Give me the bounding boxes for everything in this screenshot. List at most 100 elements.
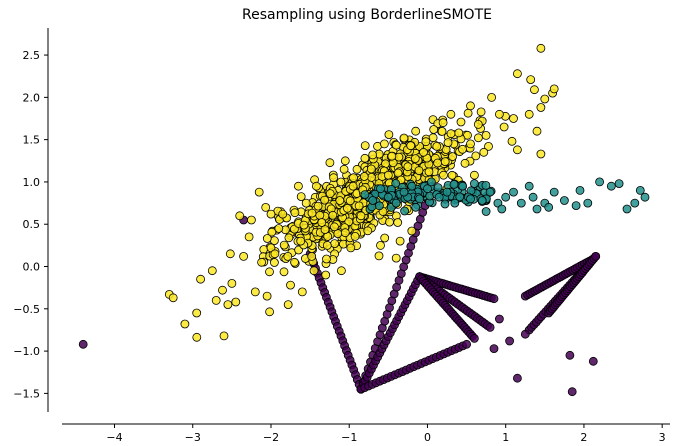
majority-point xyxy=(270,249,280,259)
majority-point xyxy=(356,211,366,221)
majority-point xyxy=(297,287,307,297)
majority-point xyxy=(262,291,272,301)
majority-point xyxy=(440,157,450,167)
majority-point xyxy=(218,285,227,295)
x-tick-label: −2 xyxy=(263,431,279,444)
y-tick-label: 0.0 xyxy=(23,261,41,274)
minority-synthetic-point xyxy=(469,333,479,343)
middle-class-point xyxy=(575,185,585,195)
majority-point xyxy=(383,170,393,180)
majority-point xyxy=(346,243,356,253)
middle-class-point xyxy=(544,202,554,212)
majority-point xyxy=(329,173,339,183)
minority-synthetic-point xyxy=(462,339,472,349)
majority-point xyxy=(448,152,457,162)
majority-point xyxy=(330,239,340,249)
majority-point xyxy=(350,231,360,241)
majority-point xyxy=(513,145,522,155)
minority-point xyxy=(567,387,577,397)
majority-point xyxy=(219,331,229,341)
majority-point xyxy=(476,107,486,117)
x-tick-label: −4 xyxy=(106,431,122,444)
majority-point xyxy=(342,203,352,213)
majority-point xyxy=(336,177,346,187)
middle-class-point xyxy=(400,206,410,216)
middle-class-point xyxy=(560,196,569,205)
y-tick-label: −1.5 xyxy=(13,387,40,400)
majority-point xyxy=(349,173,358,183)
x-tick-label: 1 xyxy=(502,431,509,444)
majority-point xyxy=(283,300,293,310)
middle-class-point xyxy=(449,179,459,189)
y-tick-label: 1.5 xyxy=(23,134,41,147)
majority-point xyxy=(466,101,475,111)
majority-point xyxy=(223,300,233,310)
majority-point xyxy=(265,307,275,317)
majority-point xyxy=(384,130,394,140)
majority-point xyxy=(524,109,534,119)
majority-point xyxy=(532,126,542,136)
majority-point xyxy=(454,128,464,138)
majority-point xyxy=(380,233,390,243)
middle-class-point xyxy=(426,177,436,187)
y-tick-label: −0.5 xyxy=(13,303,40,316)
x-tick-label: 0 xyxy=(424,431,431,444)
majority-point xyxy=(309,266,319,276)
majority-point xyxy=(250,287,260,297)
axes xyxy=(47,28,670,425)
majority-point xyxy=(387,151,397,161)
middle-class-point xyxy=(516,198,526,208)
majority-point xyxy=(549,84,559,94)
minority-point xyxy=(588,356,598,366)
middle-class-point xyxy=(497,204,507,214)
middle-class-point xyxy=(485,187,495,197)
chart-title: Resampling using BorderlineSMOTE xyxy=(242,7,492,23)
majority-point xyxy=(265,267,274,277)
middle-class-point xyxy=(399,187,409,197)
middle-class-point xyxy=(635,185,645,195)
majority-point xyxy=(211,295,221,305)
majority-point xyxy=(313,201,323,211)
middle-class-point xyxy=(524,181,534,191)
majority-point xyxy=(301,198,311,208)
minority-synthetic-point xyxy=(485,322,495,332)
minority-point xyxy=(520,329,530,339)
majority-point xyxy=(278,209,288,219)
majority-point xyxy=(507,136,517,146)
majority-point xyxy=(246,215,256,225)
majority-point xyxy=(471,151,481,161)
majority-point xyxy=(360,141,370,151)
majority-point xyxy=(424,167,434,177)
middle-class-point xyxy=(391,198,401,208)
y-tick-label: 2.0 xyxy=(23,91,41,104)
majority-point xyxy=(499,122,509,132)
middle-class-point xyxy=(407,181,417,191)
y-tick-label: −1.0 xyxy=(13,345,40,358)
majority-point xyxy=(325,189,335,199)
majority-point xyxy=(360,153,370,163)
majority-point xyxy=(315,210,325,220)
majority-point xyxy=(293,181,303,191)
majority-point xyxy=(279,240,289,250)
majority-point xyxy=(432,141,442,151)
majority-point xyxy=(530,85,539,95)
middle-class-point xyxy=(411,202,421,212)
middle-class-point xyxy=(509,187,518,197)
middle-class-point xyxy=(442,187,452,197)
majority-point xyxy=(536,43,546,53)
majority-point xyxy=(395,236,405,246)
majority-point xyxy=(374,251,384,261)
majority-point xyxy=(446,129,456,139)
majority-point xyxy=(433,158,443,168)
middle-class-point xyxy=(434,192,444,202)
middle-class-point xyxy=(606,181,616,191)
majority-point xyxy=(227,278,237,288)
minority-point xyxy=(565,350,575,360)
majority-point xyxy=(192,332,202,342)
majority-point xyxy=(460,158,470,168)
majority-point xyxy=(463,108,473,118)
majority-point xyxy=(466,139,475,149)
majority-point xyxy=(479,147,489,157)
majority-point xyxy=(348,181,358,191)
majority-point xyxy=(379,139,389,149)
